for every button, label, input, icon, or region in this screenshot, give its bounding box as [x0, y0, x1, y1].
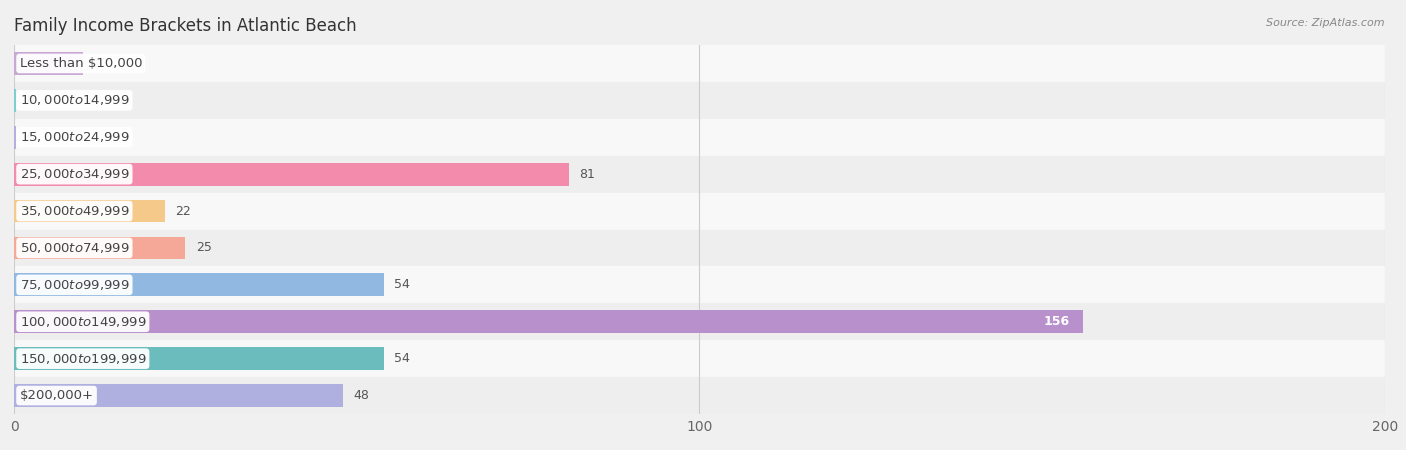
Bar [14, 266, 1385, 303]
Text: Family Income Brackets in Atlantic Beach: Family Income Brackets in Atlantic Beach [14, 17, 357, 35]
Bar [14, 274, 384, 296]
Text: 54: 54 [395, 352, 411, 365]
Text: Source: ZipAtlas.com: Source: ZipAtlas.com [1267, 18, 1385, 28]
Bar [14, 310, 1084, 333]
Bar [14, 303, 1385, 340]
Text: 54: 54 [395, 279, 411, 291]
Bar [14, 156, 1385, 193]
Bar [14, 347, 384, 370]
Text: 156: 156 [1043, 315, 1070, 328]
Text: $25,000 to $34,999: $25,000 to $34,999 [20, 167, 129, 181]
Bar [14, 377, 1385, 414]
Bar [14, 52, 83, 75]
Bar [14, 340, 1385, 377]
Text: 25: 25 [195, 242, 211, 254]
Bar [14, 230, 1385, 266]
Text: 0: 0 [27, 94, 34, 107]
Text: $75,000 to $99,999: $75,000 to $99,999 [20, 278, 129, 292]
Text: $50,000 to $74,999: $50,000 to $74,999 [20, 241, 129, 255]
Text: Less than $10,000: Less than $10,000 [20, 57, 142, 70]
Text: $100,000 to $149,999: $100,000 to $149,999 [20, 315, 146, 329]
Text: $150,000 to $199,999: $150,000 to $199,999 [20, 351, 146, 366]
Bar [14, 119, 1385, 156]
Bar [14, 200, 165, 222]
Text: 10: 10 [93, 57, 108, 70]
Text: $200,000+: $200,000+ [20, 389, 94, 402]
Text: $35,000 to $49,999: $35,000 to $49,999 [20, 204, 129, 218]
Bar [14, 237, 186, 259]
Bar [14, 163, 569, 185]
Text: 81: 81 [579, 168, 595, 180]
Text: $15,000 to $24,999: $15,000 to $24,999 [20, 130, 129, 144]
Bar [14, 45, 1385, 82]
Bar [14, 82, 1385, 119]
Bar [14, 193, 1385, 230]
Text: $10,000 to $14,999: $10,000 to $14,999 [20, 93, 129, 108]
Text: 22: 22 [176, 205, 191, 217]
Bar [14, 89, 15, 112]
Text: 48: 48 [353, 389, 370, 402]
Bar [14, 126, 15, 148]
Text: 0: 0 [27, 131, 34, 144]
Bar [14, 384, 343, 407]
